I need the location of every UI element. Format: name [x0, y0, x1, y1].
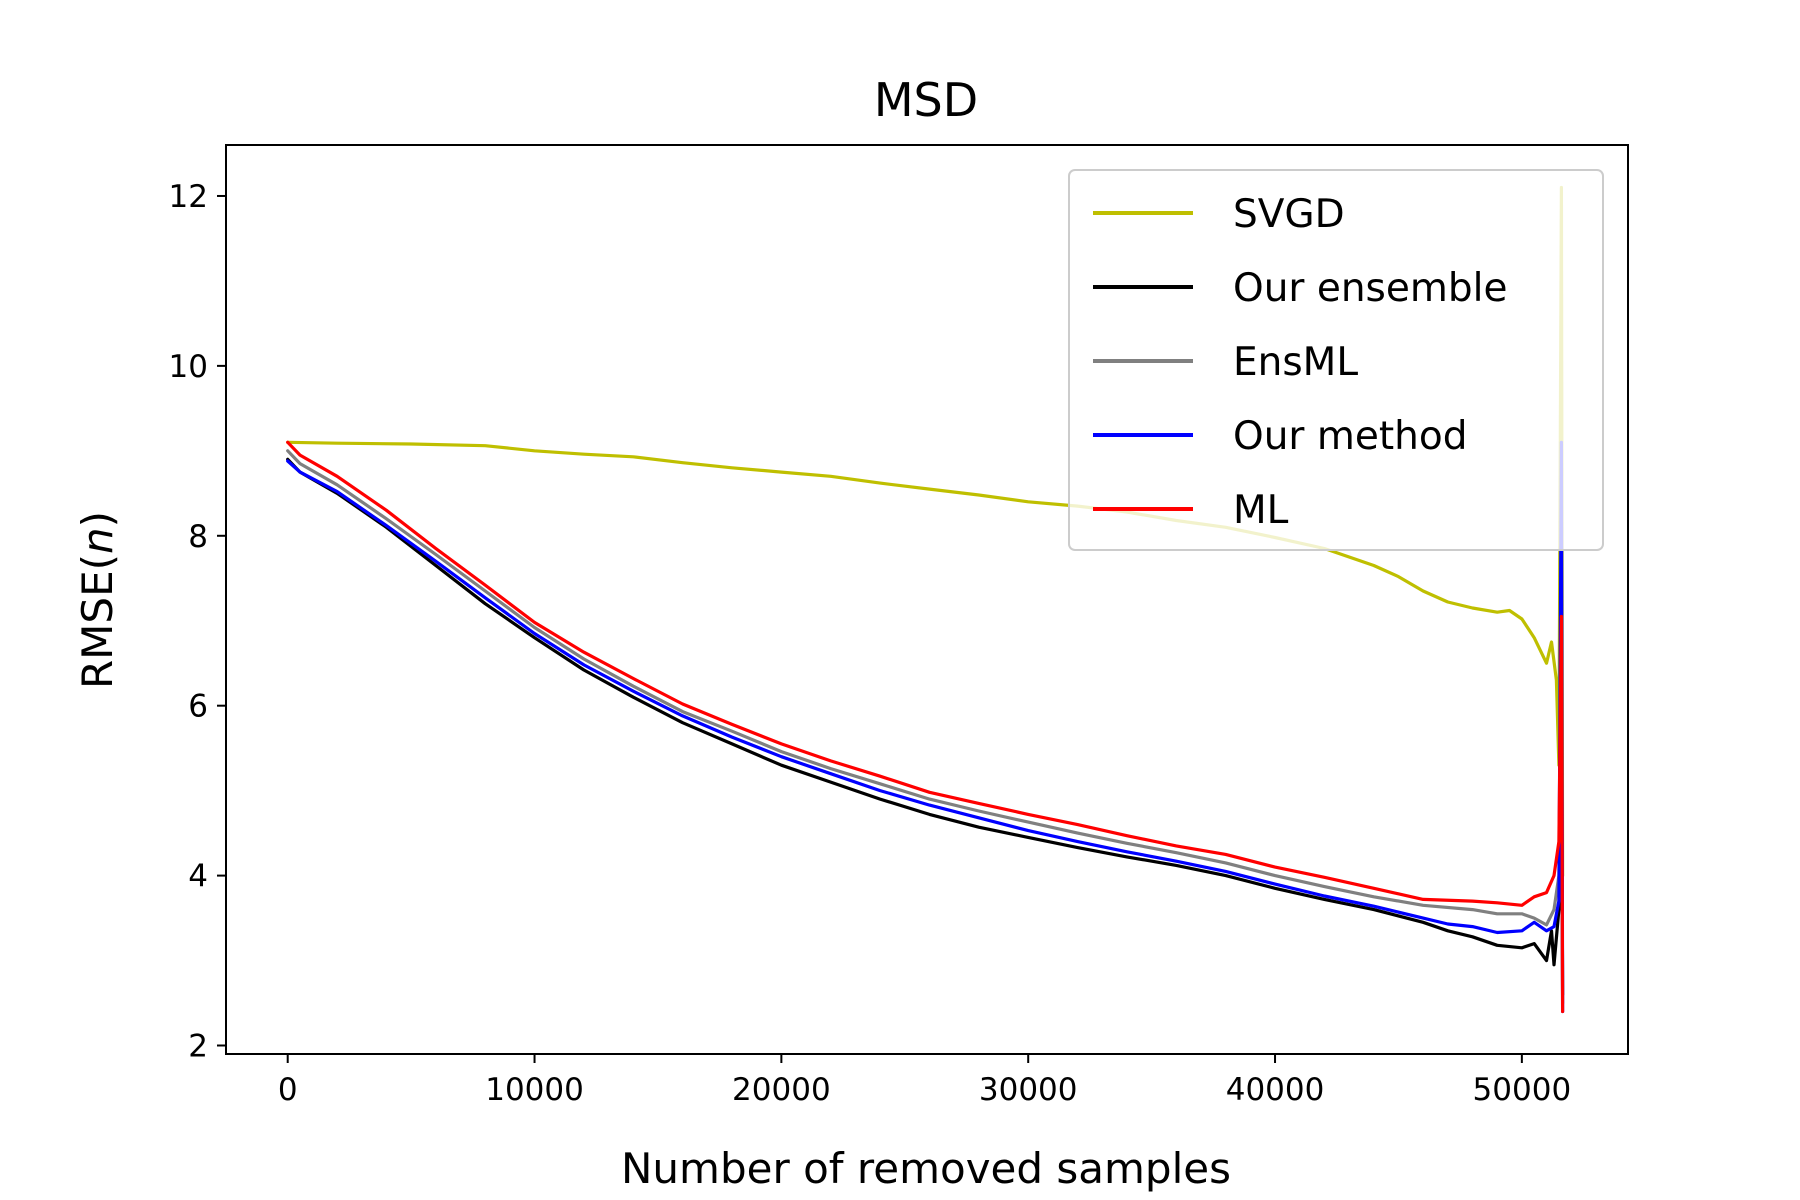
series-line-3: [286, 440, 1565, 1014]
legend-label-0: SVGD: [1233, 192, 1345, 237]
legend-box: [1068, 169, 1604, 551]
series-line-1: [286, 457, 1565, 997]
chart-title: MSD: [874, 73, 978, 127]
y-tick-label: 8: [188, 519, 208, 555]
legend-label-4: ML: [1233, 488, 1289, 533]
y-axis-label-variable: n: [73, 527, 122, 554]
x-tick-label: 30000: [979, 1072, 1078, 1108]
series-line-4: [286, 440, 1565, 1014]
y-tick-label: 12: [169, 179, 208, 215]
series-lines: [286, 185, 1565, 1014]
y-axis-label: RMSE(n): [73, 511, 122, 689]
x-tick-label: 40000: [1226, 1072, 1325, 1108]
x-tick-label: 20000: [732, 1072, 831, 1108]
y-axis-ticks: 2 4 6 8 10 12: [169, 179, 226, 1065]
x-axis-label: Number of removed samples: [621, 1144, 1231, 1193]
plot-frame: [225, 144, 1629, 1055]
x-tick-label: 0: [278, 1072, 298, 1108]
y-tick-label: 4: [188, 859, 208, 895]
legend-label-1: Our ensemble: [1233, 266, 1507, 311]
x-tick-label: 10000: [485, 1072, 584, 1108]
series-line-2: [286, 449, 1565, 1005]
y-tick-label: 10: [169, 349, 208, 385]
legend-label-2: EnsML: [1233, 340, 1358, 385]
legend-label-3: Our method: [1233, 414, 1467, 459]
y-tick-label: 6: [188, 689, 208, 725]
legend: SVGD Our ensemble EnsML Our method ML: [1068, 169, 1604, 551]
x-axis-ticks: 0 10000 20000 30000 40000 50000: [278, 1054, 1571, 1108]
y-tick-label: 2: [188, 1029, 208, 1065]
x-tick-label: 50000: [1473, 1072, 1572, 1108]
y-axis-label-main: RMSE(: [73, 554, 122, 689]
y-axis-label-close: ): [73, 511, 122, 527]
